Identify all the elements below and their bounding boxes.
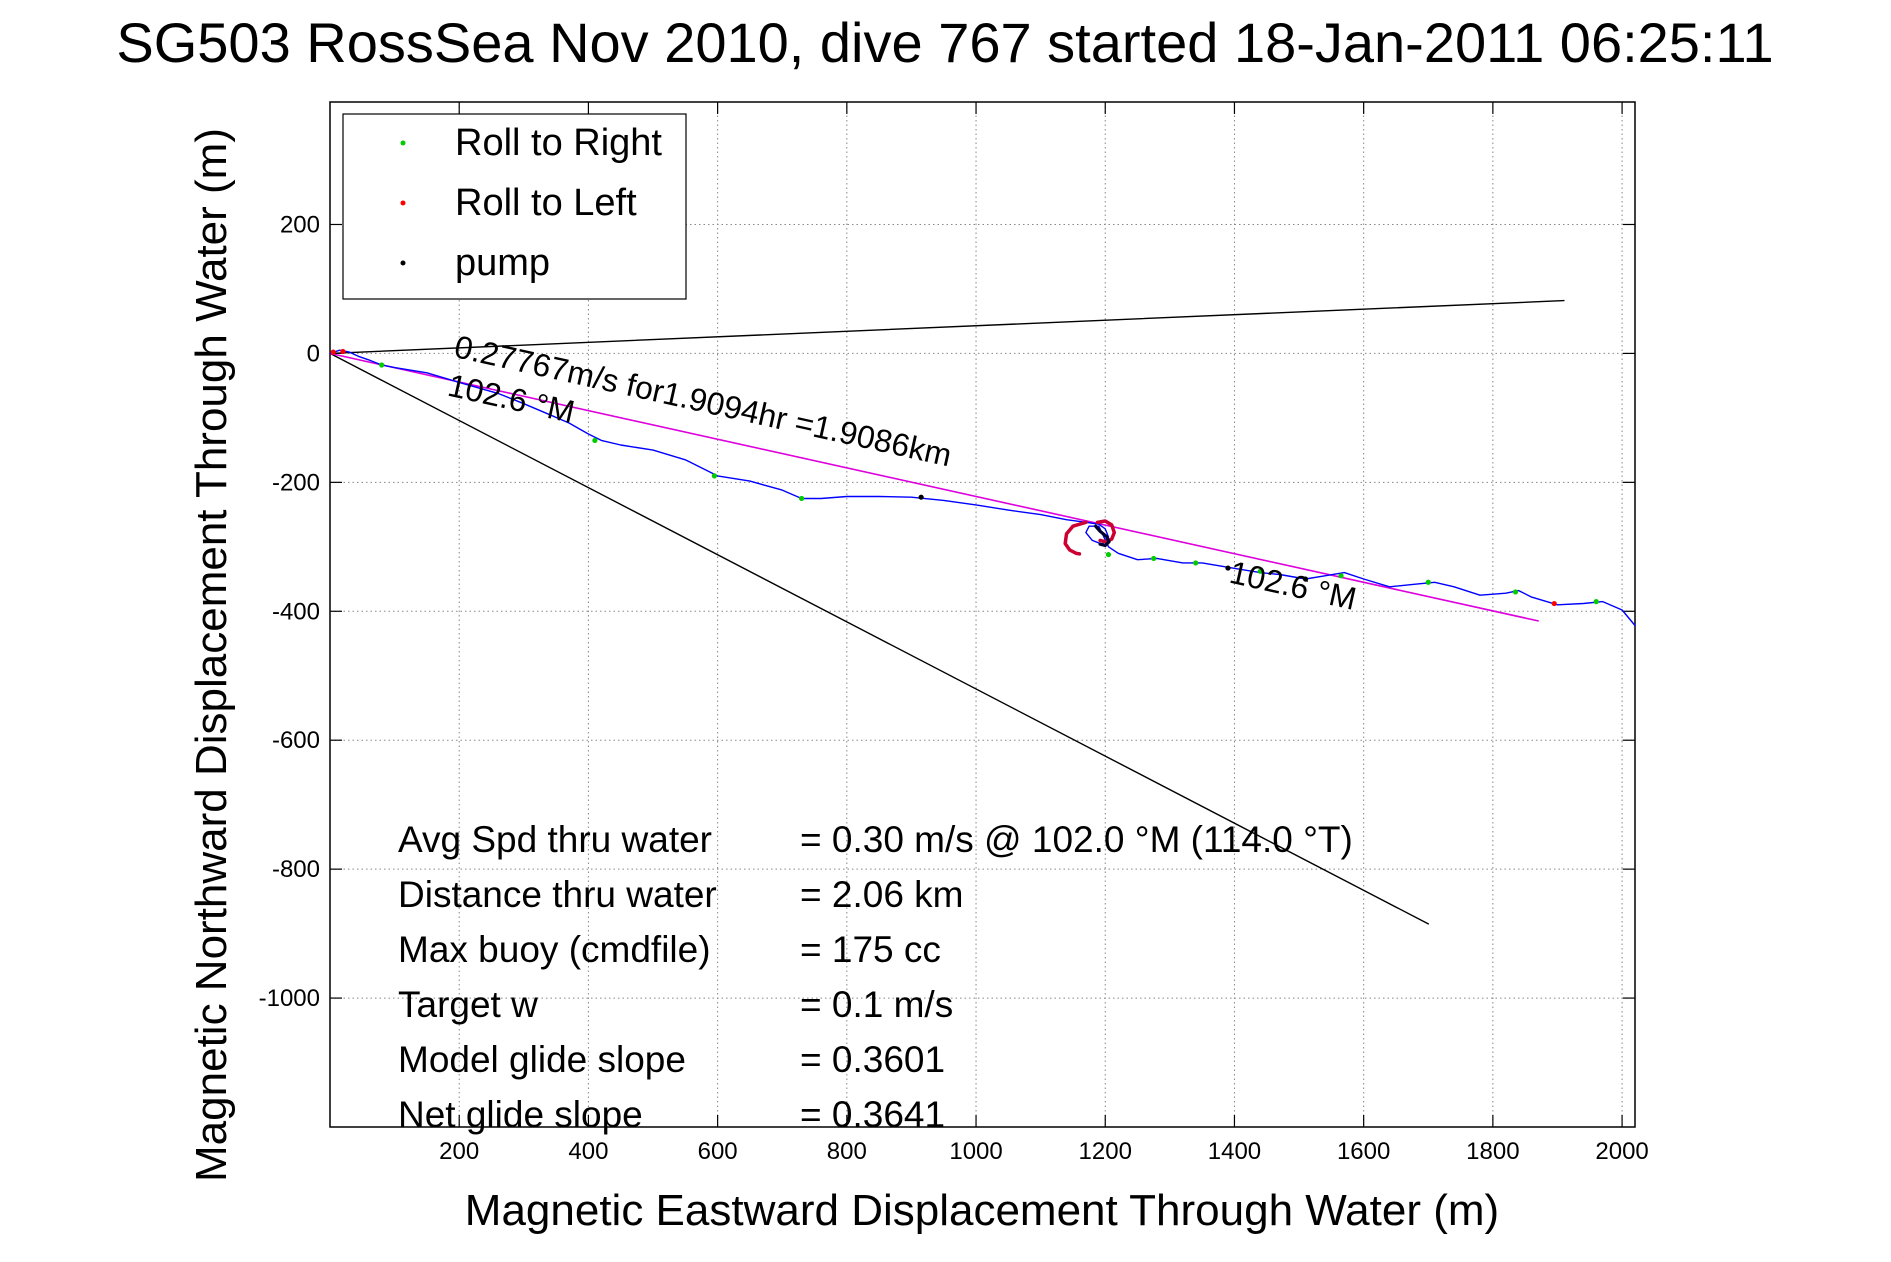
- grid-lines: [330, 102, 1635, 1127]
- y-tick-label: -200: [272, 469, 320, 496]
- x-tick-label: 1400: [1208, 1138, 1261, 1165]
- series-roll-left-loop: [1063, 520, 1088, 556]
- x-tick-label: 1000: [949, 1138, 1002, 1165]
- legend-label: Roll to Left: [455, 182, 637, 224]
- x-tick-label: 200: [439, 1138, 479, 1165]
- x-tick-label: 2000: [1595, 1138, 1648, 1165]
- stat-value: = 2.06 km: [800, 874, 964, 915]
- y-tick-label: 0: [307, 340, 320, 367]
- x-tick-label: 800: [827, 1138, 867, 1165]
- x-tick-labels: 200 400 600 800 1000 1200 1400 1600 1800 2000: [439, 1138, 1649, 1165]
- marker-roll-right: [1338, 573, 1344, 579]
- y-tick-label: -400: [272, 598, 320, 625]
- x-tick-label: 1800: [1466, 1138, 1519, 1165]
- y-tick-label: -600: [272, 727, 320, 754]
- stat-value: = 175 cc: [800, 929, 941, 970]
- legend-swatch: [400, 260, 406, 266]
- legend: Roll to Right Roll to Left pump: [342, 113, 687, 300]
- legend-box: [342, 113, 687, 300]
- stat-label: Net glide slope: [398, 1094, 643, 1135]
- y-axis-label: Magnetic Northward Displacement Through …: [187, 128, 236, 1182]
- series-fit-line: [329, 352, 1539, 622]
- series-layer: [329, 299, 1636, 925]
- stat-label: Distance thru water: [398, 874, 717, 915]
- stat-label: Model glide slope: [398, 1039, 686, 1080]
- series-track: [329, 349, 1636, 627]
- x-tick-label: 400: [568, 1138, 608, 1165]
- y-tick-labels: 200 0 -200 -400 -600 -800 -1000: [259, 211, 320, 1012]
- marker-roll-right: [1593, 599, 1599, 605]
- marker-roll-left: [330, 349, 336, 355]
- stat-value: = 0.3601: [800, 1039, 945, 1080]
- marker-roll-right: [1425, 579, 1431, 585]
- stat-label: Target w: [398, 984, 538, 1025]
- marker-roll-left: [340, 348, 346, 355]
- marker-roll-right: [1151, 555, 1157, 562]
- stats-block: Avg Spd thru water = 0.30 m/s @ 102.0 °M …: [398, 819, 1353, 1135]
- stat-label: Max buoy (cmdfile): [398, 929, 711, 970]
- marker-roll-right: [592, 437, 598, 444]
- series-roll-left-loop: [1095, 519, 1117, 544]
- stat-value: = 0.30 m/s @ 102.0 °M (114.0 °T): [800, 819, 1353, 860]
- x-tick-label: 1600: [1337, 1138, 1390, 1165]
- legend-label: Roll to Right: [455, 122, 662, 164]
- stat-value: = 0.3641: [800, 1094, 945, 1135]
- marker-pump: [1302, 576, 1309, 582]
- x-tick-label: 1200: [1079, 1138, 1132, 1165]
- stat-label: Avg Spd thru water: [398, 819, 712, 860]
- legend-swatch: [400, 200, 406, 206]
- marker-pump: [918, 494, 924, 500]
- marker-layer: [330, 348, 1599, 607]
- marker-roll-right: [1193, 560, 1199, 566]
- y-tick-label: 200: [280, 211, 320, 238]
- marker-roll-right: [711, 473, 717, 479]
- y-tick-label: -800: [272, 856, 320, 883]
- marker-roll-right: [379, 362, 385, 368]
- x-axis-label: Magnetic Eastward Displacement Through W…: [465, 1186, 1499, 1235]
- series-pump-segment: [1093, 524, 1111, 548]
- axis-ticks: [330, 102, 1635, 1127]
- y-tick-label: -1000: [259, 985, 320, 1012]
- marker-roll-left: [1551, 600, 1557, 607]
- chart-title: SG503 RossSea Nov 2010, dive 767 started…: [116, 11, 1773, 74]
- stat-value: = 0.1 m/s: [800, 984, 953, 1025]
- x-tick-label: 600: [698, 1138, 738, 1165]
- marker-roll-right: [1512, 589, 1519, 595]
- marker-roll-right: [1257, 568, 1263, 574]
- marker-roll-right: [799, 495, 805, 502]
- marker-pump: [1225, 565, 1231, 571]
- series-reference-line: [329, 299, 1565, 355]
- legend-label: pump: [455, 242, 550, 284]
- marker-roll-right: [1105, 551, 1112, 558]
- legend-swatch: [400, 140, 406, 146]
- series-reference-line: [329, 352, 1430, 925]
